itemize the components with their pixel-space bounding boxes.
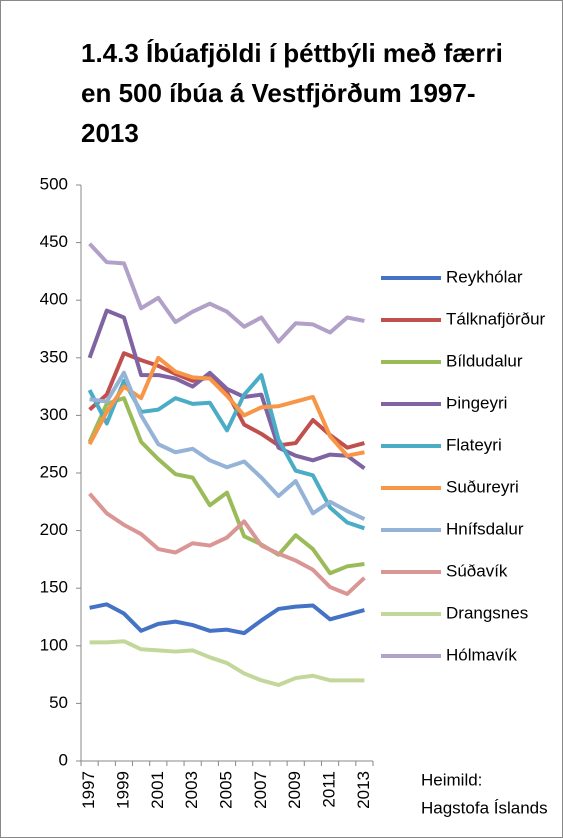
x-tick-label: 2013 bbox=[354, 771, 373, 809]
y-tick-label: 350 bbox=[40, 347, 68, 366]
legend-label: Tálknafjörður bbox=[446, 309, 546, 328]
series-line bbox=[88, 492, 366, 596]
legend-label: Suðureyri bbox=[446, 477, 519, 496]
y-tick-label: 450 bbox=[40, 232, 68, 251]
x-tick-label: 2009 bbox=[285, 771, 304, 809]
x-tick-label: 1999 bbox=[113, 771, 132, 809]
series-line bbox=[88, 351, 365, 450]
y-tick-label: 300 bbox=[40, 405, 68, 424]
y-tick-label: 200 bbox=[40, 520, 68, 539]
legend-label: Drangsnes bbox=[446, 603, 528, 622]
x-tick-label: 2011 bbox=[320, 771, 339, 808]
legend-label: Hnífsdalur bbox=[446, 519, 524, 538]
x-tick-label: 2001 bbox=[148, 771, 167, 809]
y-tick-label: 400 bbox=[40, 290, 68, 309]
series-line bbox=[87, 355, 365, 458]
y-tick-label: 100 bbox=[40, 635, 68, 654]
series-line bbox=[87, 308, 366, 471]
series-line bbox=[89, 639, 365, 687]
y-tick-label: 250 bbox=[40, 462, 68, 481]
series-line bbox=[87, 396, 365, 576]
source-note: Hagstofa Íslands bbox=[421, 798, 548, 817]
x-tick-label: 2003 bbox=[182, 771, 201, 809]
legend-label: Þingeyri bbox=[446, 393, 507, 412]
source-note: Heimild: bbox=[421, 770, 482, 789]
chart-title: 1.4.3 Íbúafjöldi í þéttbýli með færri en… bbox=[81, 38, 503, 148]
legend-label: Flateyri bbox=[446, 435, 502, 454]
series-line bbox=[89, 602, 365, 636]
x-tick-label: 1997 bbox=[79, 771, 98, 809]
y-tick-label: 500 bbox=[40, 174, 68, 193]
x-tick-label: 2007 bbox=[251, 771, 270, 809]
series-line bbox=[88, 242, 365, 344]
legend-label: Súðavík bbox=[446, 561, 508, 580]
legend-label: Reykhólar bbox=[446, 267, 523, 286]
y-tick-label: 50 bbox=[49, 693, 68, 712]
y-tick-label: 150 bbox=[40, 578, 68, 597]
legend-label: Bíldudalur bbox=[446, 351, 523, 370]
legend-label: Hólmavík bbox=[446, 645, 517, 664]
y-tick-label: 0 bbox=[59, 750, 68, 769]
series-line bbox=[89, 370, 366, 521]
x-tick-label: 2005 bbox=[216, 771, 235, 809]
